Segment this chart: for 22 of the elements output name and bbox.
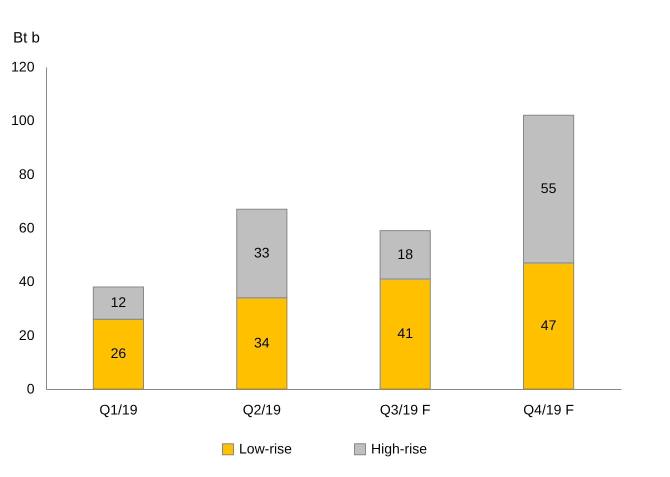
data-label: 33 xyxy=(254,244,270,260)
data-label: 41 xyxy=(397,324,414,341)
data-label: 34 xyxy=(254,334,270,350)
y-tick-label: 0 xyxy=(26,380,35,396)
y-tick-label: 20 xyxy=(18,326,35,343)
x-tick-label: Q4/19 F xyxy=(523,402,574,418)
y-tick-label: 60 xyxy=(18,220,35,236)
legend-label: Low-rise xyxy=(239,440,292,456)
y-tick-label: 80 xyxy=(18,166,35,182)
data-label: 12 xyxy=(110,294,126,310)
x-tick-label: Q1/19 xyxy=(99,402,138,418)
x-tick-label: Q3/19 F xyxy=(380,402,430,418)
data-label: 55 xyxy=(540,180,557,196)
x-tick-label: Q2/19 xyxy=(242,402,282,418)
y-tick-label: 100 xyxy=(11,112,35,128)
data-label: 26 xyxy=(110,345,126,362)
data-label: 47 xyxy=(540,316,557,333)
legend-label: High-rise xyxy=(371,440,428,456)
data-label: 18 xyxy=(397,246,414,262)
y-tick-label: 120 xyxy=(11,58,35,74)
y-tick-label: 40 xyxy=(18,273,35,290)
y-axis-title: Bt b xyxy=(13,30,40,46)
